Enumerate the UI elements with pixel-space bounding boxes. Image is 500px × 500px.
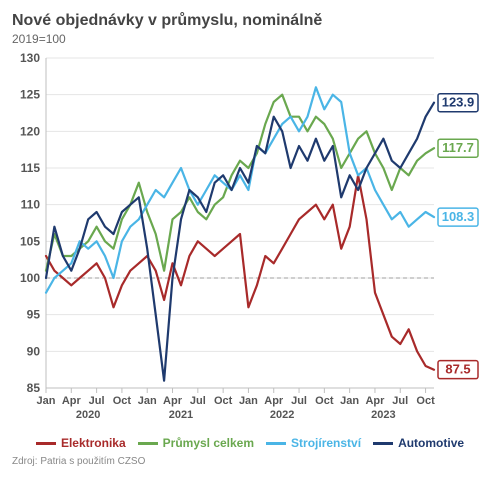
plot-area: 85 90 95 100 105 110 115 120 125 130 Jan Apr Jul Oct J… bbox=[12, 52, 488, 432]
svg-text:110: 110 bbox=[21, 198, 41, 212]
svg-text:90: 90 bbox=[27, 344, 41, 358]
svg-text:2022: 2022 bbox=[270, 409, 294, 421]
chart-source: Zdroj: Patria s použitím CZSO bbox=[12, 456, 488, 467]
svg-text:125: 125 bbox=[20, 88, 40, 102]
svg-text:120: 120 bbox=[20, 124, 40, 138]
svg-text:Apr: Apr bbox=[62, 395, 82, 407]
legend-item-prumysl: Průmysl celkem bbox=[138, 436, 254, 450]
legend-label-elektronika: Elektronika bbox=[61, 436, 126, 450]
chart-subtitle: 2019=100 bbox=[12, 32, 488, 46]
svg-text:Jan: Jan bbox=[340, 395, 359, 407]
legend: Elektronika Průmysl celkem Strojírenství Au… bbox=[12, 436, 488, 450]
svg-text:2023: 2023 bbox=[371, 409, 395, 421]
end-label-elektronika: 87.5 bbox=[445, 362, 470, 377]
svg-text:Jul: Jul bbox=[291, 395, 307, 407]
end-label-automotive: 123.9 bbox=[442, 95, 475, 110]
legend-item-automotive: Automotive bbox=[373, 436, 464, 450]
svg-text:Oct: Oct bbox=[315, 395, 334, 407]
end-label-strojirenstvi: 108.3 bbox=[442, 209, 475, 224]
svg-text:Oct: Oct bbox=[214, 395, 233, 407]
svg-text:95: 95 bbox=[27, 308, 41, 322]
svg-text:Apr: Apr bbox=[264, 395, 284, 407]
svg-text:130: 130 bbox=[20, 52, 40, 65]
legend-swatch-strojirenstvi bbox=[266, 442, 286, 445]
legend-swatch-prumysl bbox=[138, 442, 158, 445]
svg-text:Jan: Jan bbox=[37, 395, 56, 407]
legend-item-elektronika: Elektronika bbox=[36, 436, 126, 450]
end-label-prumysl: 117.7 bbox=[442, 140, 474, 155]
svg-text:2020: 2020 bbox=[76, 409, 100, 421]
svg-text:Oct: Oct bbox=[113, 395, 132, 407]
svg-text:Jan: Jan bbox=[239, 395, 258, 407]
legend-item-strojirenstvi: Strojírenství bbox=[266, 436, 361, 450]
legend-swatch-elektronika bbox=[36, 442, 56, 445]
chart-title: Nové objednávky v průmyslu, nominálně bbox=[12, 12, 488, 30]
svg-text:Apr: Apr bbox=[163, 395, 183, 407]
legend-label-prumysl: Průmysl celkem bbox=[163, 436, 254, 450]
legend-label-strojirenstvi: Strojírenství bbox=[291, 436, 361, 450]
svg-text:Jul: Jul bbox=[89, 395, 105, 407]
svg-text:Jul: Jul bbox=[190, 395, 206, 407]
legend-swatch-automotive bbox=[373, 442, 393, 445]
svg-text:Oct: Oct bbox=[416, 395, 435, 407]
svg-text:115: 115 bbox=[21, 161, 41, 175]
svg-text:Jan: Jan bbox=[138, 395, 157, 407]
chart-container: Nové objednávky v průmyslu, nominálně 20… bbox=[0, 0, 500, 500]
svg-text:Jul: Jul bbox=[392, 395, 408, 407]
svg-text:85: 85 bbox=[27, 381, 41, 395]
legend-label-automotive: Automotive bbox=[398, 436, 464, 450]
series-line-prumysl bbox=[46, 95, 434, 271]
svg-text:2021: 2021 bbox=[169, 409, 193, 421]
svg-text:Apr: Apr bbox=[365, 395, 385, 407]
series-line-strojirenstvi bbox=[46, 87, 434, 292]
chart-svg: 85 90 95 100 105 110 115 120 125 130 Jan Apr Jul Oct J… bbox=[12, 52, 488, 432]
svg-text:105: 105 bbox=[20, 234, 40, 248]
svg-text:100: 100 bbox=[20, 271, 40, 285]
